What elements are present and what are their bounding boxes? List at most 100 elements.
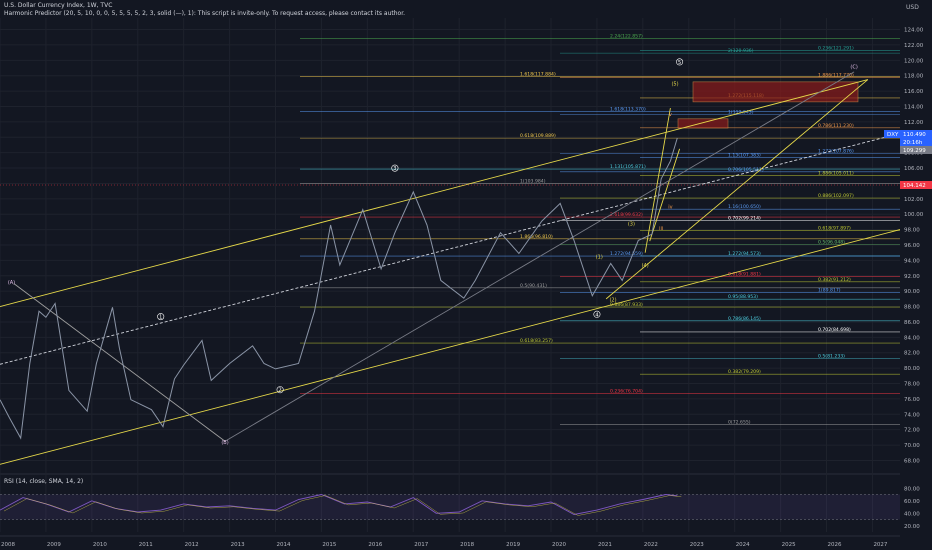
rsi-tick-label: 80.00 [904, 486, 920, 492]
rsi-tick-label: 20.00 [904, 524, 920, 530]
impulse-line [644, 107, 671, 253]
rsi-tick-label: 60.00 [904, 499, 920, 505]
wave-label-ring [157, 313, 165, 321]
fib-label: 0(72.655) [728, 420, 751, 426]
fib-label: 2.618(99.632) [610, 212, 643, 218]
y-tick-label: 88.00 [904, 305, 920, 311]
wave-label-ring [593, 310, 601, 318]
price-series [0, 137, 678, 440]
x-tick-label: 2018 [460, 542, 474, 548]
y-tick-label: 96.00 [904, 243, 920, 249]
rsi-ma-line [3, 495, 682, 516]
wave-c-projection [605, 79, 869, 300]
target-zone-upper [692, 81, 859, 103]
wave-label-ring [276, 386, 284, 394]
fib-label: 0.236(76.704) [610, 388, 643, 394]
y-tick-label: 98.00 [904, 228, 920, 234]
price-axis-bg [900, 0, 932, 550]
y-tick-label: 72.00 [904, 428, 920, 434]
x-tick-label: 2016 [368, 542, 382, 548]
indicator-legend[interactable]: Harmonic Predictor (20, 5, 10, 0, 0, 5, … [4, 10, 406, 17]
fib-label: 0.618(97.897) [818, 225, 851, 231]
fib-label: 1.13(107.383) [728, 152, 761, 158]
x-tick-label: 2027 [873, 542, 887, 548]
y-tick-label: 94.00 [904, 258, 920, 264]
price-badge [900, 138, 932, 146]
fib-label: 1.131(105.871) [610, 164, 646, 170]
fib-label: 0.5(81.233) [818, 354, 845, 360]
x-tick-label: 2010 [93, 542, 107, 548]
x-tick-label: 2020 [552, 542, 566, 548]
time-axis[interactable]: 2008 2009 2010 2011 2012 2013 2014 2015 2016 2017… [1, 542, 888, 548]
fib-label: 0.786(86.145) [728, 316, 761, 322]
y-tick-label: 82.00 [904, 351, 920, 357]
y-tick-label: 114.00 [904, 104, 924, 110]
y-tick-label: 84.00 [904, 335, 920, 341]
y-tick-label: 112.00 [904, 120, 924, 126]
trend-lines [0, 71, 901, 465]
x-tick-label: 2022 [644, 542, 658, 548]
price-badge-text: DXY [887, 132, 899, 138]
rsi-band [0, 494, 900, 520]
y-tick-label: 102.00 [904, 197, 924, 203]
fib-label: 1.618(117.884) [520, 72, 556, 78]
x-tick-label: 2012 [185, 542, 199, 548]
x-tick-label: 2009 [47, 542, 61, 548]
y-tick-label: 118.00 [904, 74, 924, 80]
x-tick-label: 2014 [277, 542, 291, 548]
x-tick-label: 2026 [828, 542, 842, 548]
x-tick-label: 2025 [782, 542, 796, 548]
y-tick-label: 106.00 [904, 166, 924, 172]
x-tick-label: 2019 [506, 542, 520, 548]
fib-label: 1.272(94.573) [728, 251, 761, 257]
wave-label: 2 [279, 388, 282, 394]
x-tick-label: 2024 [736, 542, 750, 548]
wave-label: (5) [671, 81, 678, 87]
y-tick-label: 86.00 [904, 320, 920, 326]
price-badge [900, 130, 932, 138]
price-axis[interactable]: 68.00 70.00 72.00 74.00 76.00 78.00 80.00 82.00… [900, 0, 932, 550]
currency-label: USD [906, 4, 919, 11]
fib-label: 0.382(79.209) [728, 369, 761, 375]
fib-levels: 2.24(122.857) 2(120.936) 0.236(121.291) 1.6… [300, 33, 900, 426]
fib-label: 0.706(105.511) [728, 167, 764, 173]
fib-label: 0.5(90.431) [520, 283, 547, 289]
wave-label: (2) [609, 298, 616, 304]
fib-label: 1.886(105.011) [818, 171, 854, 177]
wave-label: (C) [850, 65, 857, 71]
price-badge [900, 146, 932, 154]
rsi-tick-label: 40.00 [904, 511, 920, 517]
rsi-pane [0, 494, 900, 520]
y-tick-label: 122.00 [904, 43, 924, 49]
y-tick-label: 90.00 [904, 289, 920, 295]
fib-label: 1.886(117.770) [818, 72, 854, 78]
price-badges: DXY 110.490 20:16h 109.299 104.142 [0, 130, 932, 189]
x-tick-label: 2015 [322, 542, 336, 548]
wave-label: v [669, 112, 672, 118]
fib-label: 0.382(91.212) [818, 277, 851, 283]
y-tick-label: 76.00 [904, 397, 920, 403]
fib-label: 0.95(88.953) [728, 294, 758, 300]
x-tick-label: 2013 [231, 542, 245, 548]
wave-label-ring [676, 58, 684, 66]
fib-label: 2(120.936) [728, 48, 754, 54]
wave-label: (3) [628, 221, 635, 227]
wave-label-ring [391, 164, 399, 172]
fib-label: 0.786(111.230) [818, 123, 854, 129]
y-tick-label: 80.00 [904, 366, 920, 372]
wave-label: iv [668, 205, 672, 211]
wave-label: 3 [393, 166, 396, 172]
fib-label: 1.272(94.559) [610, 251, 643, 257]
y-tick-label: 68.00 [904, 458, 920, 464]
target-zone-lower [677, 118, 729, 129]
y-tick-label: 120.00 [904, 58, 924, 64]
symbol-title[interactable]: U.S. Dollar Currency Index, 1W, TVC [4, 2, 113, 9]
y-tick-label: 70.00 [904, 443, 920, 449]
wave-label: 4 [595, 312, 598, 318]
fib-label: 1.866(96.810) [520, 234, 553, 240]
fib-label: 0.236(121.291) [818, 45, 854, 51]
fib-label: 0.702(84.698) [818, 327, 851, 333]
fib-label: 1(89.817) [818, 288, 841, 294]
rsi-legend[interactable]: RSI (14, close, SMA, 14, 2) [4, 478, 84, 485]
